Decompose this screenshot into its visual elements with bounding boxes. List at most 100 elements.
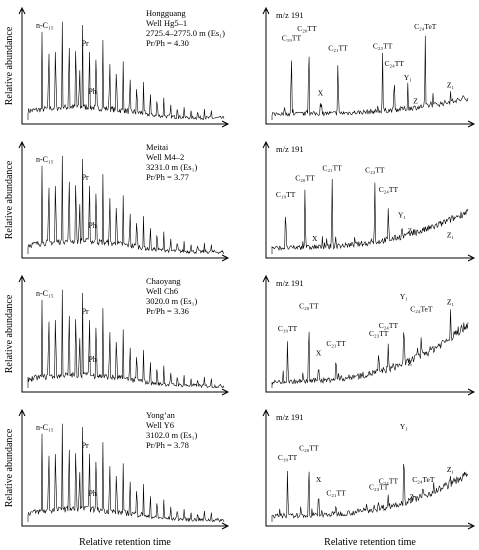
pr-ph-ratio: Pr/Ph = 4.30 [146,38,189,48]
peak-z-label: Z₁ [447,465,455,474]
depth: 3231.0 m (Es₁) [146,162,198,172]
peak-z-label: Z [409,492,414,501]
mz191-meitai-x-arrow [467,254,476,262]
depth: 2725.4–2775.0 m (Es₁) [146,28,225,38]
peak-ctt-label: C₂₁TT [322,164,342,173]
peak-ctet-label: C₂₄TeT [410,305,433,314]
peak-y-label: Y₁ [400,422,408,431]
mz191-meitai-axes [265,142,474,259]
nc15-label: n-C₁₅ [36,423,54,432]
sample-name: Yong’an [146,410,176,420]
mz-label: m/z 191 [276,144,304,154]
chromatogram-hongguang-x-arrow [221,120,230,128]
peak-ctt-label: C₂₀TT [299,302,319,311]
nc15-label: n-C₁₅ [36,21,54,30]
depth: 3020.0 m (Es₁) [146,296,198,306]
peak-x-label: X [316,349,322,358]
ph-label: Ph [88,489,96,498]
y-axis-label: Relative abundance [4,160,15,239]
peak-z-label: Z₁ [447,230,455,239]
mz191-chaoyang-y-arrow [262,274,270,283]
well-name: Well Y6 [146,420,174,430]
peak-ctt-label: C₂₄TT [385,59,405,68]
chromatogram-chaoyang-y-arrow [18,274,26,283]
chromatogram-chaoyang: Relative abundance n-C₁₅ Pr Ph ChaoyangWell … [4,274,230,396]
pr-ph-ratio: Pr/Ph = 3.78 [146,440,189,450]
mz191-yongan-axes [265,410,474,527]
peak-y-label: Y₁ [398,211,406,220]
chromatogram-meitai-y-arrow [18,140,26,149]
peak-ctt-label: C₁₉TT [276,190,296,199]
mz191-chaoyang-axes [265,276,474,393]
peak-ctt-label: C₁₉TT [278,453,298,462]
pr-label: Pr [82,39,89,48]
peak-x-label: X [316,475,322,484]
chromatogram-yongan-y-arrow [18,408,26,417]
chromatogram-trace [27,423,225,523]
chromatogram-meitai-axes [21,142,228,259]
chromatogram-hongguang: Relative abundance n-C₁₅ Pr Ph HongguangWell… [4,6,230,128]
chromatogram-yongan-x-arrow [221,522,230,530]
pr-label: Pr [82,307,89,316]
mz191-hongguang-x-arrow [467,120,476,128]
mz191-meitai: m/z 191 C₁₉TT C₂₀TT X C₂₁TT C₂₃TT C₂₄TT Y₁Z Z₁ [262,140,476,262]
peak-ctt-label: C₂₁TT [326,339,346,348]
peak-ctt-label: C₁₉TT [282,34,302,43]
peak-z-label: Z₁ [447,81,455,90]
sample-name: Meitai [146,142,169,152]
peak-ctt-label: C₂₀TT [299,443,319,452]
x-axis-label-left: Relative retention time [79,537,171,548]
peak-ctt-label: C₁₉TT [278,324,298,333]
peak-ctt-label: C₂₄TT [379,321,399,330]
mz-label: m/z 191 [276,10,304,20]
chromatogram-chaoyang-axes [21,276,228,393]
chromatogram-hongguang-axes [21,8,228,125]
chromatogram-trace [27,289,225,389]
y-axis-label: Relative abundance [4,294,15,373]
peak-z-label: Z [407,226,412,235]
peak-ctt-label: C₂₀TT [295,173,315,182]
ph-label: Ph [88,221,96,230]
peak-ctt-label: C₂₄TT [379,185,399,194]
well-name: Well Hg5–1 [146,18,187,28]
x-axis-label-right: Relative retention time [324,537,416,548]
chromatogram-yongan-axes [21,410,228,527]
peak-y-label: Y₁ [404,73,412,82]
y-axis-label: Relative abundance [4,428,15,507]
peak-x-label: X [312,234,318,243]
mz191-yongan-x-arrow [467,522,476,530]
mz191-trace [271,35,469,120]
peak-ctt-label: C₂₀TT [297,24,317,33]
peak-ctt-label: C₂₄TT [379,477,399,486]
pr-label: Pr [82,173,89,182]
peak-z-label: Z₁ [447,298,455,307]
mz191-hongguang-axes [265,8,474,125]
mz191-trace [271,178,469,254]
mz191-trace [271,463,469,522]
mz191-hongguang-y-arrow [262,6,270,15]
mz-label: m/z 191 [276,412,304,422]
y-axis-label: Relative abundance [4,26,15,105]
sample-name: Chaoyang [146,276,181,286]
ph-label: Ph [88,87,96,96]
chromatogram-chaoyang-x-arrow [221,388,230,396]
peak-ctet-label: C₂₄TeT [414,22,437,31]
peak-ctt-label: C₂₃TT [369,483,389,492]
peak-z-label: Z [413,96,418,105]
mz191-chaoyang-x-arrow [467,388,476,396]
peak-ctt-label: C₂₁TT [328,43,348,52]
sample-name: Hongguang [146,8,186,18]
peak-ctt-label: C₂₃TT [369,329,389,338]
mz-label: m/z 191 [276,278,304,288]
peak-ctt-label: C₂₁TT [326,488,346,497]
peak-x-label: X [318,88,324,97]
chromatogram-meitai-x-arrow [221,254,230,262]
nc15-label: n-C₁₅ [36,289,54,298]
peak-ctet-label: C₂₄TeT [412,475,435,484]
